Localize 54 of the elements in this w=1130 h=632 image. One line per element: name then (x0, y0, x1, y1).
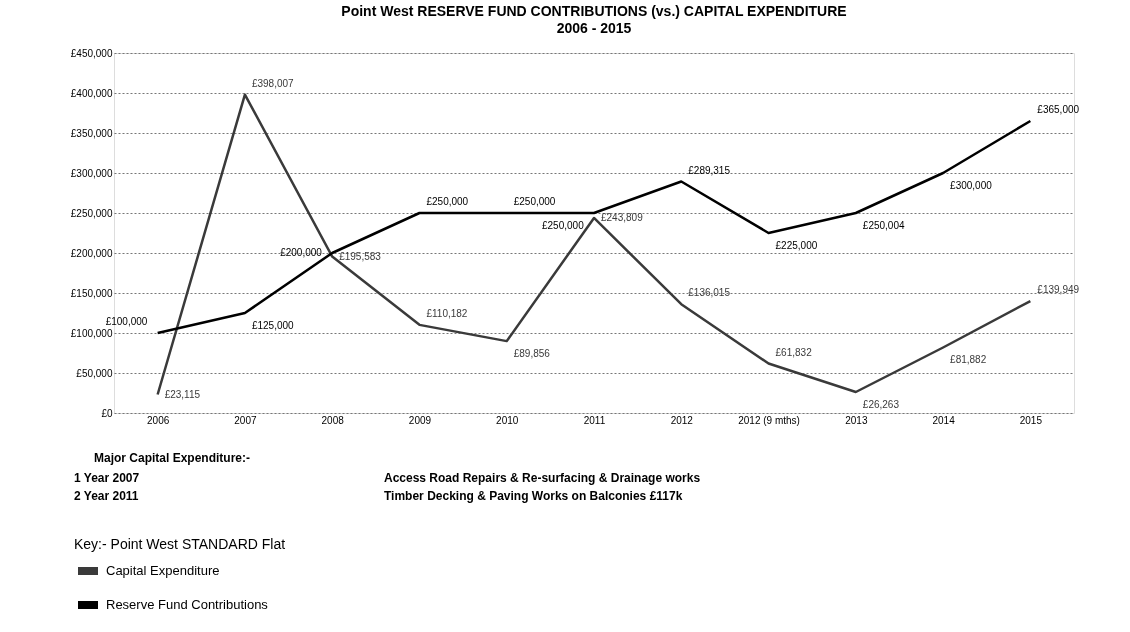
text: 2 Year 2011 (74, 489, 139, 503)
text: Timber Decking & Paving Works on Balconies £117k (384, 489, 683, 503)
x-tick-label: 2013 (845, 414, 868, 426)
x-tick-label: 2006 (147, 414, 170, 426)
data-label: £139,949 (1037, 284, 1080, 296)
data-label: £125,000 (251, 320, 295, 331)
data-label: £243,809 (601, 211, 644, 223)
line-series (156, 119, 1032, 335)
x-tick-label: 2011 (583, 414, 606, 426)
x-tick-label: 2009 (408, 414, 432, 426)
data-label: £26,263 (862, 398, 900, 410)
data-label: £89,856 (513, 348, 551, 360)
data-label: £81,882 (950, 354, 987, 366)
chart-title: Point West RESERVE FUND CONTRIBUTIONS (vs.) CAPITAL EXPENDITURE (341, 3, 847, 19)
legend-label: Capital Expenditure (106, 563, 220, 578)
y-tick-label: £50,000 (76, 367, 113, 379)
legend-title: Key:- Point West STANDARD Flat (74, 536, 286, 552)
chart-subtitle: 2006 - 2015 (556, 20, 632, 36)
data-label: £195,583 (339, 250, 382, 262)
data-label: £300,000 (950, 180, 993, 191)
x-tick-label: 2012 (670, 414, 694, 426)
text: 1 Year 2007 (74, 471, 140, 485)
text: Major Capital Expenditure:- (94, 451, 251, 465)
data-label: £250,000 (542, 220, 585, 231)
y-tick-label: £150,000 (70, 287, 113, 299)
x-tick-label: 2012 (9 mths) (738, 414, 800, 426)
y-tick-label: £300,000 (70, 167, 113, 179)
y-tick-label: £200,000 (70, 247, 113, 259)
data-label: £200,000 (280, 247, 323, 258)
text: Access Road Repairs & Re-surfacing & Drainage works (384, 471, 701, 485)
y-tick-label: £350,000 (70, 127, 113, 139)
y-tick-label: £250,000 (70, 207, 113, 219)
data-label: £398,007 (251, 77, 295, 89)
data-label: £136,015 (688, 287, 731, 299)
data-label: £100,000 (105, 316, 148, 327)
x-tick-label: 2015 (1019, 414, 1043, 426)
data-label: £250,000 (513, 196, 556, 207)
data-label: £23,115 (164, 388, 201, 400)
data-label: £250,000 (426, 196, 469, 207)
x-tick-label: 2010 (496, 414, 519, 426)
data-label: £61,832 (775, 346, 813, 358)
data-label: £225,000 (775, 240, 818, 251)
y-tick-label: £0 (101, 407, 113, 419)
legend-label: Reserve Fund Contributions (106, 597, 269, 612)
y-tick-label: £400,000 (70, 87, 113, 99)
y-tick-label: £450,000 (70, 47, 113, 59)
data-label: £365,000 (1037, 104, 1080, 115)
x-tick-label: 2007 (234, 414, 257, 426)
x-tick-label: 2008 (321, 414, 345, 426)
data-label: £289,315 (688, 164, 731, 176)
data-label: £110,182 (426, 307, 468, 319)
y-tick-label: £100,000 (70, 327, 113, 339)
x-tick-label: 2014 (932, 414, 956, 426)
data-label: £250,004 (862, 220, 905, 231)
